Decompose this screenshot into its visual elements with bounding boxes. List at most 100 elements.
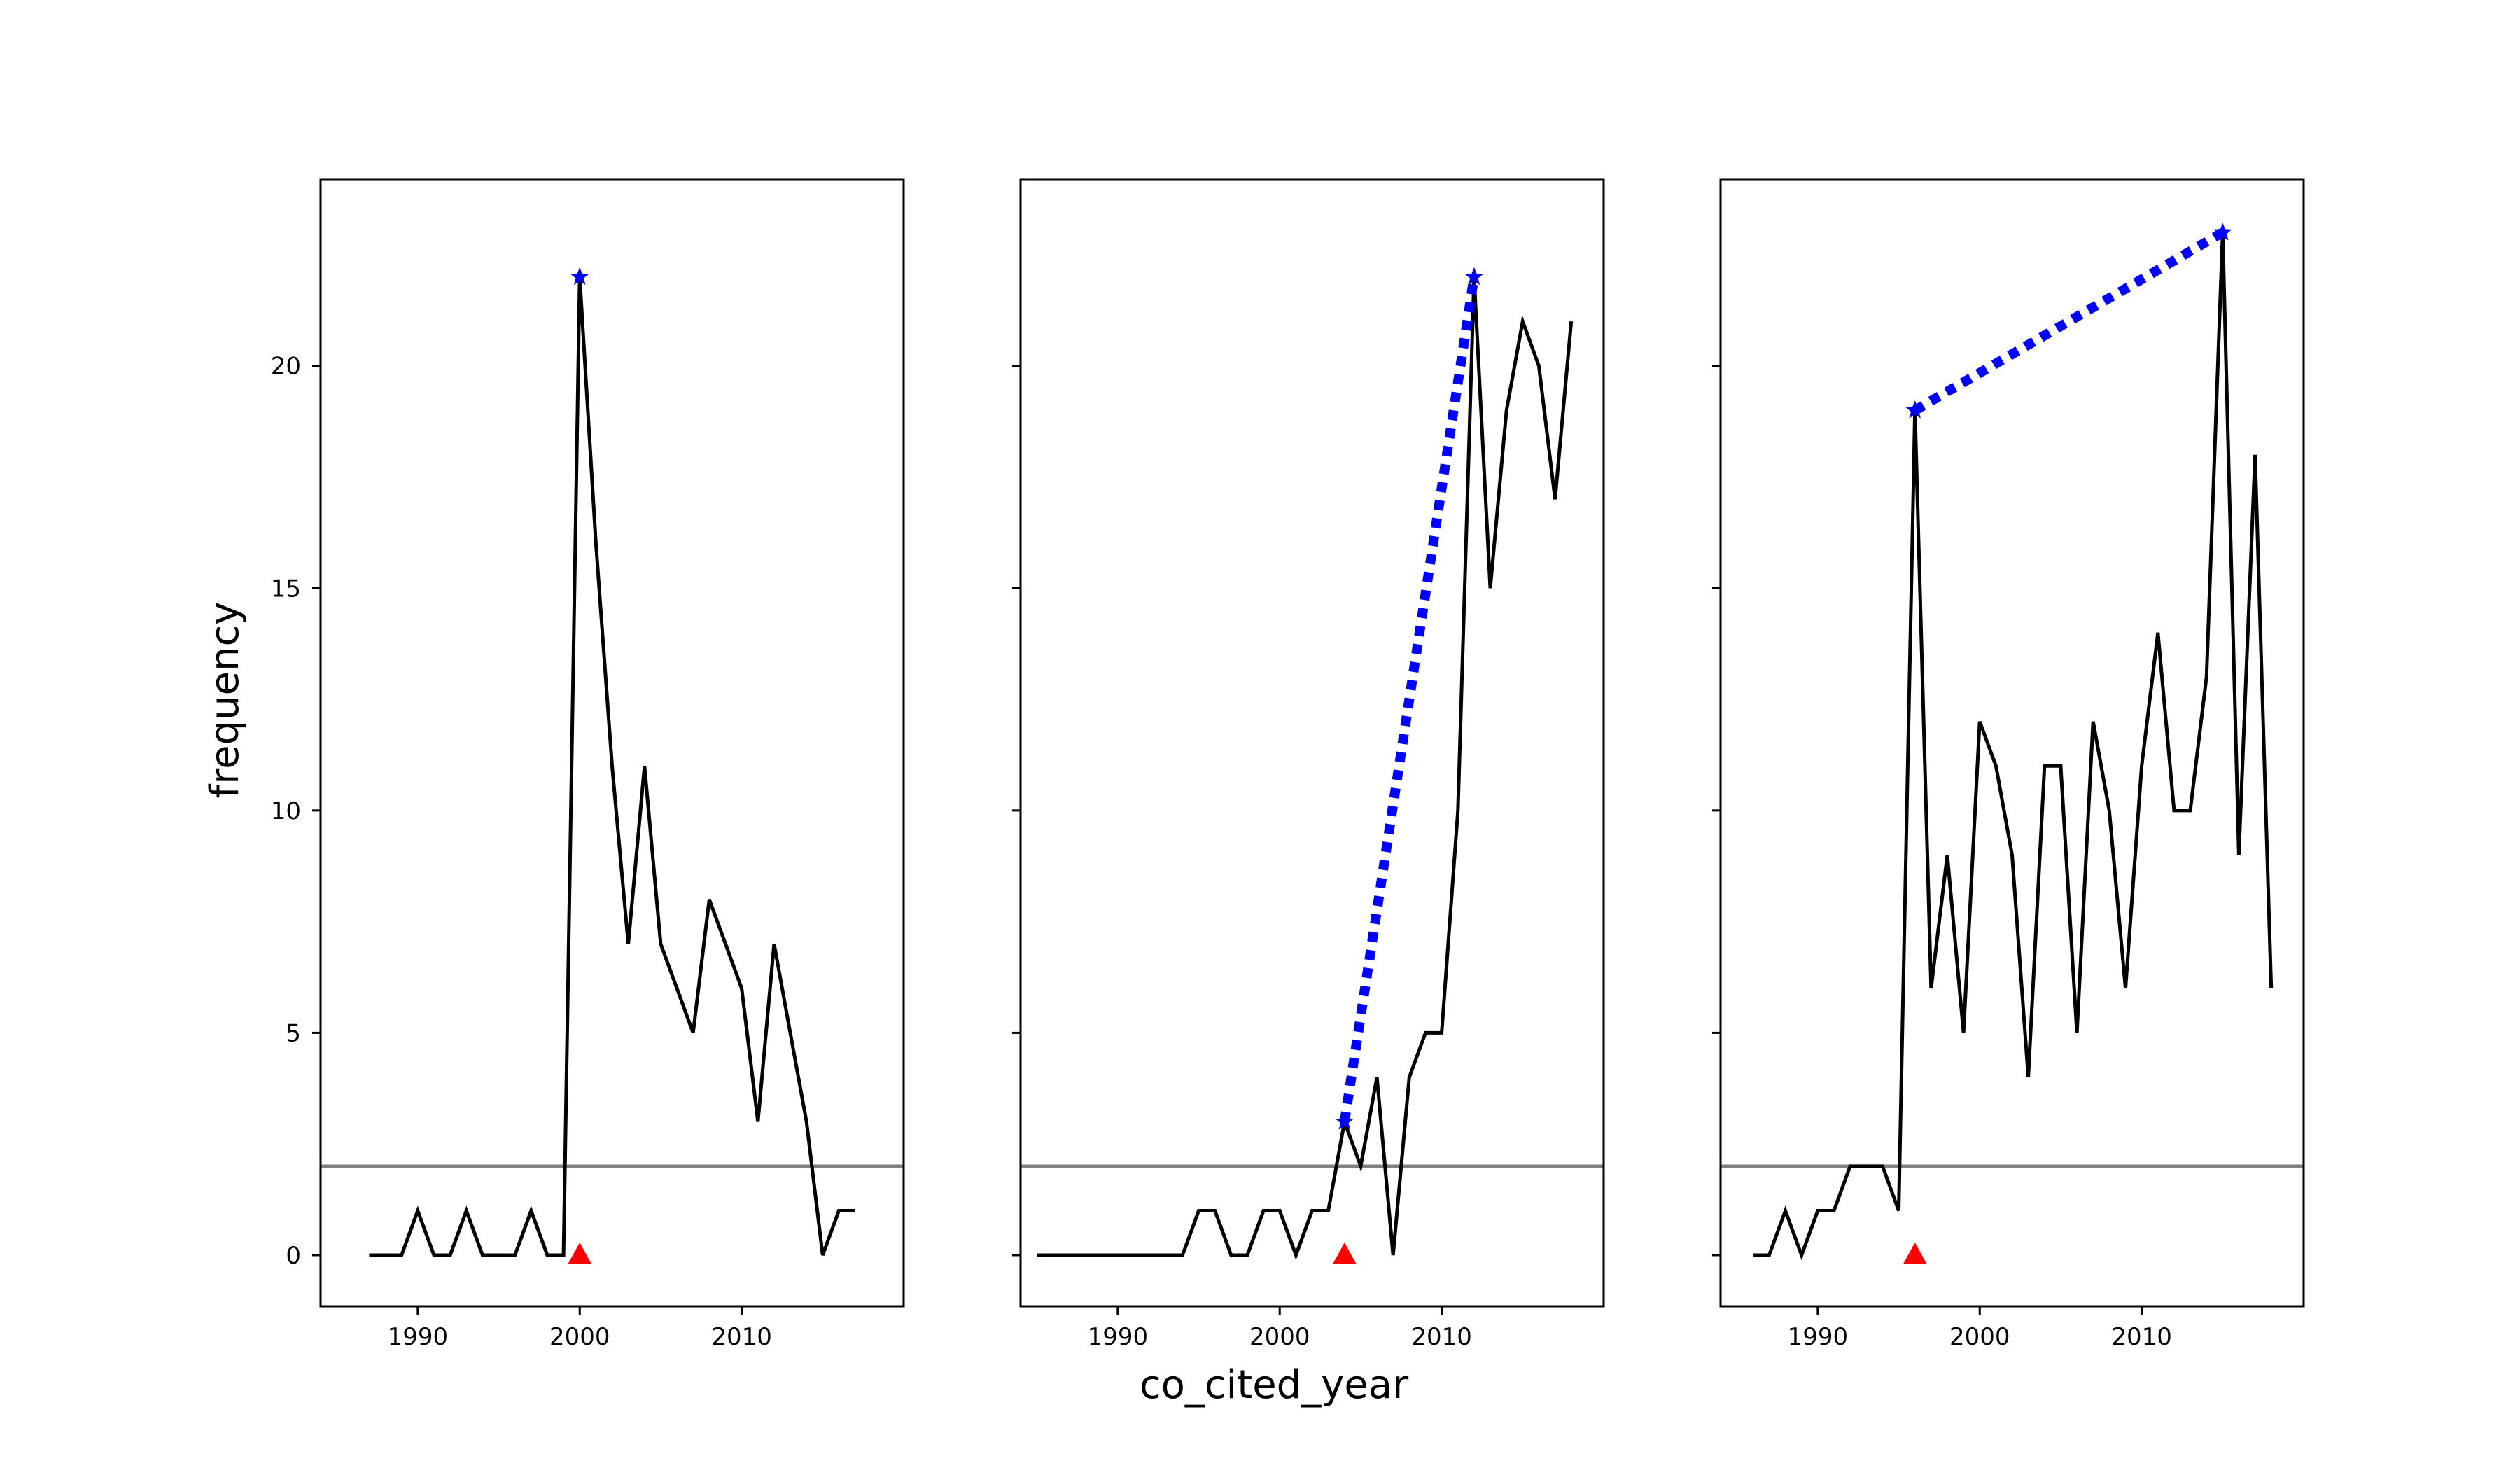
data-point: [1784, 1209, 1787, 1212]
y-tick-label: 0: [286, 1242, 301, 1270]
y-tick-label: 5: [286, 1019, 301, 1047]
data-point: [1898, 1209, 1900, 1212]
y-tick-label: 10: [271, 797, 301, 825]
data-point: [1198, 1209, 1200, 1212]
x-tick-label: 1990: [388, 1323, 449, 1351]
data-point: [692, 1031, 694, 1034]
star-marker: [1905, 400, 1924, 419]
data-point: [1962, 1031, 1965, 1034]
star-marker: [1464, 267, 1484, 286]
data-point: [562, 1254, 565, 1256]
data-point: [498, 1254, 500, 1256]
data-point: [433, 1254, 435, 1256]
data-point: [2270, 987, 2273, 990]
data-point: [1489, 587, 1492, 589]
data-point: [611, 764, 614, 767]
x-tick-label: 2010: [711, 1323, 772, 1351]
data-point: [2124, 987, 2127, 990]
data-point: [757, 1120, 760, 1123]
series-line: [1037, 276, 1574, 1261]
data-point: [2076, 1031, 2078, 1034]
data-point: [2043, 764, 2046, 767]
data-point: [821, 1254, 824, 1256]
triangle-marker: [1903, 1242, 1927, 1264]
data-point: [546, 1254, 549, 1256]
data-point: [2189, 809, 2192, 812]
data-point: [627, 942, 630, 945]
x-tick-label: 1990: [1788, 1323, 1849, 1351]
panel-1: 1990 2000 2010 0 5 10 15 20: [271, 178, 905, 1351]
data-point: [676, 987, 678, 990]
data-point: [1181, 1254, 1184, 1256]
data-point: [514, 1254, 517, 1256]
x-tick-label: 2010: [2111, 1323, 2172, 1351]
data-point: [530, 1209, 533, 1212]
data-point: [465, 1209, 468, 1212]
data-point: [1946, 853, 1949, 856]
data-point: [1930, 987, 1933, 990]
data-point: [1116, 1254, 1119, 1256]
data-point: [708, 898, 710, 901]
triangle-marker: [1332, 1242, 1357, 1264]
data-point: [1327, 1209, 1330, 1212]
plot-frame: [1719, 178, 2305, 1308]
x-tick-label: 2000: [1949, 1323, 2010, 1351]
data-point: [1051, 1254, 1054, 1256]
data-point: [1246, 1254, 1249, 1256]
data-point: [2108, 809, 2110, 812]
data-point: [2157, 631, 2160, 634]
x-tick-label: 1990: [1088, 1323, 1149, 1351]
data-point: [1865, 1165, 1868, 1168]
series-line: [1753, 232, 2274, 1261]
data-point: [1570, 320, 1573, 323]
data-point: [854, 1209, 857, 1212]
data-point: [1505, 409, 1508, 412]
x-tick-label: 2000: [550, 1323, 610, 1351]
data-point: [1424, 1031, 1427, 1034]
data-point: [1768, 1254, 1770, 1256]
data-point: [789, 1031, 792, 1034]
data-point: [1457, 809, 1460, 812]
series-line: [369, 276, 855, 1257]
data-point: [400, 1254, 403, 1256]
data-point: [1100, 1254, 1103, 1256]
panel-3: 1990 2000 2010: [1712, 178, 2305, 1351]
panels: 1990 2000 2010 0 5 10 15 20 1990 2000 2010 1990 2000…: [271, 178, 2305, 1351]
data-point: [1521, 320, 1524, 323]
data-point: [1994, 764, 1997, 767]
data-point: [724, 942, 727, 945]
data-point: [837, 1209, 840, 1212]
data-point: [416, 1209, 419, 1212]
data-point: [2027, 1076, 2030, 1079]
star-marker: [1335, 1112, 1354, 1130]
data-point: [659, 942, 662, 945]
data-point: [2237, 853, 2240, 856]
data-point: [384, 1254, 387, 1256]
data-point: [1849, 1165, 1851, 1168]
data-point: [481, 1254, 484, 1256]
data-point: [1262, 1209, 1265, 1212]
dotted-link-line: [1912, 228, 2225, 415]
data-point: [594, 542, 597, 545]
data-point: [368, 1254, 370, 1256]
y-tick-label: 15: [271, 575, 301, 603]
data-point: [1035, 1254, 1038, 1256]
data-point: [2254, 454, 2257, 456]
data-point: [1084, 1254, 1087, 1256]
y-tick-label: 20: [271, 353, 301, 381]
plot-frame: [319, 178, 905, 1308]
x-axis-title: co_cited_year: [1140, 1362, 1409, 1408]
data-point: [2092, 720, 2094, 723]
data-point: [1816, 1209, 1819, 1212]
data-point: [1165, 1254, 1168, 1256]
data-point: [449, 1254, 451, 1256]
data-point: [2059, 764, 2062, 767]
data-point: [773, 942, 776, 945]
data-point: [1537, 365, 1540, 368]
data-point: [1978, 720, 1981, 723]
data-point: [1376, 1076, 1378, 1079]
data-point: [1441, 1031, 1443, 1034]
data-point: [1392, 1254, 1394, 1256]
data-point: [2205, 676, 2208, 678]
data-point: [1068, 1254, 1070, 1256]
